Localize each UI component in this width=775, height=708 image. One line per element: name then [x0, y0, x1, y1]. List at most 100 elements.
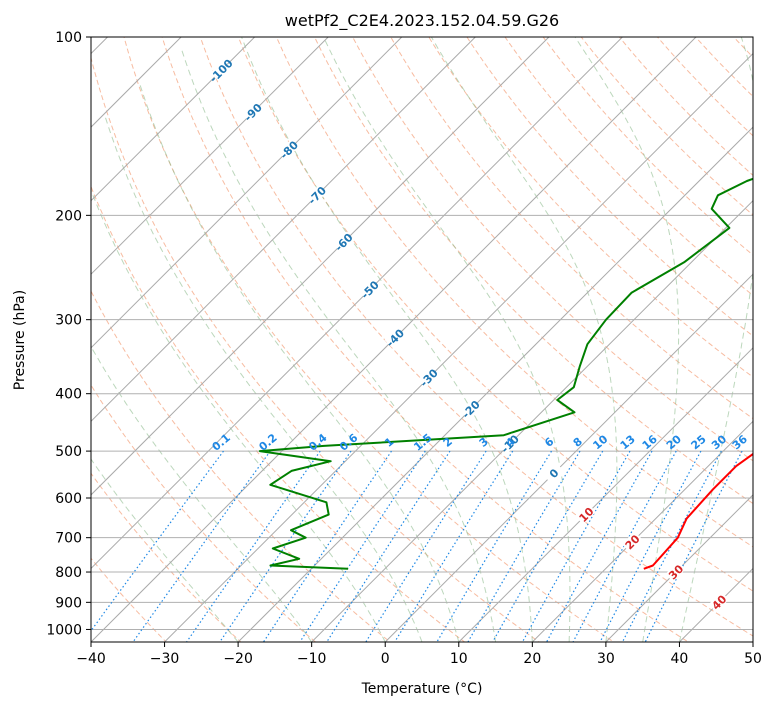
x-tick-label: −30 [150, 651, 180, 667]
mixing-ratio-label: 0.6 [337, 431, 361, 454]
mixing-ratio-label: 1 [382, 435, 396, 450]
dry-adiabat-line [542, 37, 753, 256]
isotherm-line [237, 126, 753, 642]
y-tick-label: 400 [55, 387, 82, 403]
dry-adiabat-line [618, 37, 753, 176]
mixing-ratio-line [365, 450, 487, 642]
mixing-ratio-line [599, 450, 702, 642]
mixing-ratio-line [436, 450, 553, 642]
y-tick-label: 600 [55, 491, 82, 507]
mixing-ratio-line [467, 450, 581, 642]
moist-adiabat-line [323, 37, 571, 642]
mixing-ratio-label: 8 [571, 435, 585, 450]
mixing-ratio-lines [91, 450, 743, 642]
isotherm-label: -100 [207, 56, 236, 85]
mixing-ratio-line [644, 450, 743, 642]
isotherm-line [311, 199, 753, 642]
isotherm-label-bg [460, 398, 481, 420]
isotherm-label-bg [306, 184, 327, 206]
isotherm-line [91, 37, 550, 496]
isotherm-line [91, 37, 476, 423]
mixing-ratio-line [185, 450, 321, 642]
mixing-ratio-line [572, 450, 677, 642]
dry-adiabat-line [91, 384, 317, 642]
y-tick-label: 500 [55, 444, 82, 460]
moist-adiabat-line [574, 37, 680, 642]
isotherm-label-bg [499, 433, 520, 454]
isotherm-line [752, 641, 753, 642]
mixing-ratio-label: 16 [640, 432, 660, 452]
isotherm-label-bg [418, 367, 439, 388]
x-tick-label: −20 [223, 651, 253, 667]
mixing-ratio-label: 30 [709, 432, 729, 452]
isotherm-label-bg [575, 503, 597, 525]
dry-adiabat-line [746, 10, 775, 645]
dry-adiabat-line [199, 37, 753, 637]
moist-adiabat-line [678, 37, 753, 642]
mixing-ratio-line [91, 450, 224, 632]
dry-adiabat-line [91, 290, 391, 642]
mixing-ratio-line [299, 450, 426, 642]
mixing-ratio-line [394, 450, 514, 642]
dry-adiabat-line [694, 37, 753, 98]
dry-adiabat-line [161, 37, 690, 642]
isotherm-label-bg [359, 279, 380, 300]
dewpoint-profile-line [258, 177, 753, 570]
isotherm-line [91, 37, 623, 570]
isotherm-label-bg [543, 462, 564, 484]
isotherm-line [458, 347, 753, 642]
dry-adiabats [91, 10, 775, 645]
y-tick-label: 200 [55, 208, 82, 224]
dry-adiabat-line [466, 37, 753, 337]
mixing-ratio-label: 0.4 [306, 431, 330, 454]
plot-frame [90, 36, 754, 643]
isotherm-line [605, 494, 753, 642]
isotherm-line [384, 273, 753, 642]
mixing-ratio-label: 10 [590, 432, 610, 452]
mixing-ratio-line [326, 450, 451, 642]
sounding-profiles [258, 177, 753, 570]
isotherm-line [91, 37, 403, 349]
isotherm-label: 10 [577, 505, 597, 525]
isotherm-line [679, 567, 753, 642]
mixing-ratio-line [521, 450, 631, 642]
isotherms [91, 37, 753, 642]
x-tick-label: 30 [597, 651, 615, 667]
isotherm-line [91, 37, 256, 202]
x-tick-label: 50 [744, 651, 762, 667]
isotherm-label: -50 [359, 278, 382, 301]
moist-adiabat-line [91, 345, 313, 642]
y-tick-label: 800 [55, 565, 82, 581]
y-tick-label: 900 [55, 595, 82, 611]
isotherm-label: -30 [418, 366, 441, 389]
mixing-ratio-line [545, 450, 653, 642]
y-tick-label: 1000 [46, 622, 82, 638]
dry-adiabat-line [91, 56, 541, 642]
y-tick-label: 700 [55, 531, 82, 547]
dry-adiabat-line [237, 37, 753, 592]
x-tick-label: 20 [523, 651, 541, 667]
moist-adiabat-line [430, 37, 618, 642]
moist-adiabat-line [103, 114, 423, 642]
chart-title: wetPf2_C2E4.2023.152.04.59.G26 [285, 11, 559, 31]
moist-adiabat-line [139, 83, 460, 642]
moist-adiabat-line [91, 458, 239, 642]
mixing-ratio-line [219, 450, 352, 642]
isotherm-label-bg [333, 231, 354, 253]
y-axis: 100 200 300 400 500 600 700 800 900 1000 [46, 30, 91, 638]
dry-adiabat-line [91, 472, 242, 642]
mixing-ratio-label: 20 [664, 432, 684, 452]
isotherm-label-bg [665, 561, 686, 582]
mixing-ratio-label: 0.1 [210, 431, 233, 453]
isotherm-label-bg [242, 101, 263, 123]
isotherm-line [91, 37, 329, 275]
isotherm-label: -60 [332, 231, 355, 254]
isotherm-label-bg [621, 531, 643, 552]
x-tick-label: 40 [671, 651, 689, 667]
temperature-profile-line [643, 452, 753, 570]
mixing-ratio-line [491, 450, 604, 642]
y-tick-label: 300 [55, 313, 82, 329]
dry-adiabat-line [504, 37, 753, 296]
